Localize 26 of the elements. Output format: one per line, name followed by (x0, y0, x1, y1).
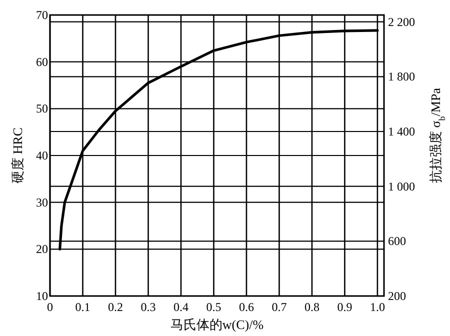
x-tick-label: 0.1 (75, 300, 90, 314)
x-tick-label: 0.2 (108, 300, 123, 314)
y-tick-label: 30 (36, 195, 48, 210)
x-tick-label: 0 (47, 300, 53, 314)
x-axis-title: 马氏体的w(C)/% (170, 317, 264, 332)
x-tick-label: 0.7 (272, 300, 287, 314)
y-tick-label: 70 (36, 8, 48, 22)
y2-tick-label: 1 000 (388, 179, 415, 194)
y-tick-label: 50 (36, 102, 48, 116)
y-tick-label: 20 (36, 242, 48, 256)
y2-tick-label: 1 800 (388, 70, 415, 84)
x-tick-label: 0.8 (304, 300, 320, 314)
x-tick-label: 0.6 (238, 300, 254, 314)
x-tick-label: 1.0 (370, 300, 385, 314)
x-tick-label: 0.5 (206, 300, 222, 314)
x-tick-label: 0.4 (173, 300, 188, 314)
y-tick-label: 60 (36, 54, 48, 69)
y-axis-title: 硬度 HRC (10, 128, 25, 184)
y-tick-label: 10 (36, 289, 48, 303)
y2-tick-label: 600 (388, 234, 406, 248)
y2-tick-label: 200 (388, 289, 406, 303)
y2-tick-label: 1 400 (388, 124, 415, 139)
y2-tick-label: 2 200 (388, 14, 415, 29)
x-tick-label: 0.9 (337, 300, 352, 314)
x-tick-label: 0.3 (140, 300, 156, 314)
y-tick-label: 40 (36, 148, 48, 162)
